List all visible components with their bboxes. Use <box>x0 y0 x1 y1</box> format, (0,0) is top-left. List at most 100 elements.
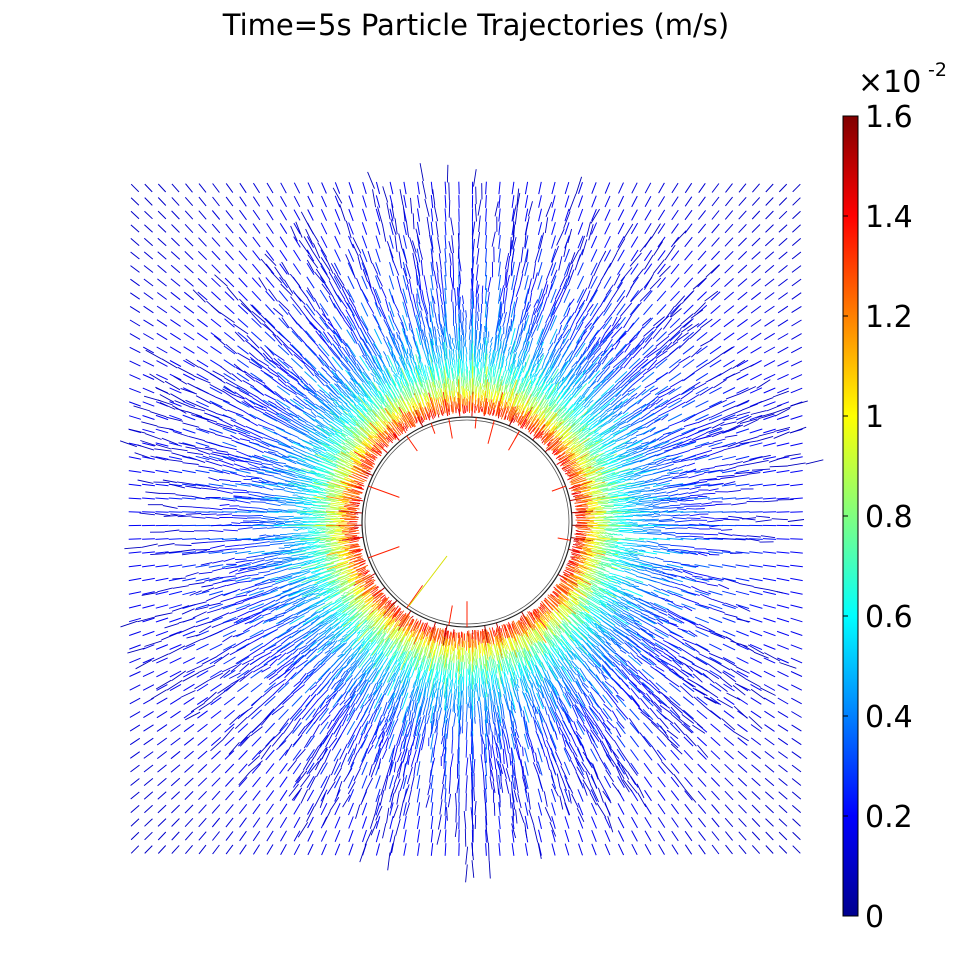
trajectory-arrow <box>183 291 195 301</box>
trajectory-arrow <box>170 319 181 327</box>
trajectory-arrow <box>657 763 666 774</box>
trajectory-arrow <box>523 733 530 750</box>
trajectory-arrow <box>290 357 304 370</box>
trajectory-arrow <box>778 292 788 300</box>
trajectory-segment <box>588 545 594 548</box>
trajectory-segment <box>472 658 474 666</box>
trajectory-segment <box>534 706 537 714</box>
trajectory-arrow <box>630 222 639 235</box>
trajectory-segment <box>522 746 524 757</box>
trajectory-arrow <box>657 196 666 207</box>
trajectory-segment <box>553 623 556 626</box>
trajectory-segment <box>587 561 591 564</box>
trajectory-segment <box>567 576 573 580</box>
trajectory-arrow <box>524 761 529 776</box>
trajectory-segment <box>465 757 469 776</box>
trajectory-arrow <box>778 183 788 193</box>
trajectory-segment <box>284 743 293 756</box>
trajectory-arrow <box>601 370 614 384</box>
trajectory-arrow <box>307 843 314 856</box>
trajectory-segment <box>574 554 578 557</box>
trajectory-arrow <box>182 590 196 596</box>
trajectory-arrow <box>582 549 606 556</box>
trajectory-arrow <box>790 456 803 460</box>
trajectory-segment <box>604 540 614 544</box>
trajectory-segment <box>605 542 610 545</box>
trajectory-segment <box>573 555 587 561</box>
trajectory-arrow <box>697 790 707 801</box>
trajectory-segment <box>515 809 518 824</box>
trajectory-arrow <box>577 195 584 208</box>
trajectory-segment <box>635 558 651 564</box>
trajectory-segment <box>433 704 436 714</box>
trajectory-segment <box>670 544 683 547</box>
trajectory-arrow <box>695 656 709 665</box>
trajectory-segment <box>724 613 738 618</box>
trajectory-segment <box>620 567 632 571</box>
trajectory-segment <box>339 699 346 706</box>
trajectory-arrow <box>617 776 625 788</box>
trajectory-arrow <box>156 751 168 759</box>
trajectory-arrow <box>484 274 488 291</box>
trajectory-arrow <box>195 455 210 461</box>
trajectory-segment <box>590 587 605 596</box>
trajectory-segment <box>569 561 579 567</box>
trajectory-segment <box>722 671 737 683</box>
trajectory-arrow <box>238 790 248 801</box>
trajectory-arrow <box>694 577 710 582</box>
trajectory-arrow <box>292 749 302 761</box>
trajectory-arrow <box>723 318 735 328</box>
trajectory-arrow <box>236 656 250 665</box>
trajectory-segment <box>630 547 636 551</box>
trajectory-arrow <box>155 551 169 554</box>
trajectory-segment <box>615 652 628 665</box>
trajectory-arrow <box>305 721 316 735</box>
trajectory-segment <box>596 531 600 534</box>
trajectory-arrow <box>171 197 180 206</box>
trajectory-arrow <box>550 248 557 263</box>
trajectory-arrow <box>144 210 153 220</box>
trajectory-arrow <box>653 602 670 611</box>
trajectory-segment <box>667 611 682 620</box>
trajectory-arrow <box>402 288 408 304</box>
trajectory-segment <box>572 546 583 550</box>
trajectory-arrow <box>724 264 734 274</box>
trajectory-segment <box>578 566 583 570</box>
trajectory-arrow <box>736 414 749 421</box>
trajectory-arrow <box>510 301 516 318</box>
trajectory-arrow <box>791 305 802 314</box>
trajectory-segment <box>505 768 511 782</box>
trajectory-segment <box>449 766 452 781</box>
trajectory-arrow <box>251 749 262 761</box>
trajectory-arrow <box>749 387 763 394</box>
trajectory-arrow <box>629 708 640 721</box>
trajectory-arrow <box>129 305 141 314</box>
trajectory-segment <box>268 731 281 744</box>
trajectory-segment <box>709 652 724 660</box>
trajectory-segment <box>559 787 566 802</box>
trajectory-arrow <box>586 626 602 641</box>
trajectory-arrow <box>129 684 141 691</box>
trajectory-arrow <box>156 305 168 314</box>
trajectory-arrow <box>524 788 529 803</box>
trajectory-segment <box>626 605 635 610</box>
trajectory-segment <box>502 748 505 765</box>
trajectory-segment <box>606 603 622 614</box>
trajectory-arrow <box>640 615 656 625</box>
trajectory-arrow <box>776 551 790 554</box>
trajectory-segment <box>569 759 577 772</box>
trajectory-segment <box>698 523 710 526</box>
trajectory-arrow <box>776 604 790 609</box>
trajectory-arrow <box>723 683 735 692</box>
trajectory-segment <box>502 665 506 672</box>
trajectory-segment <box>632 560 643 564</box>
trajectory-arrow <box>128 551 142 554</box>
trajectory-arrow <box>654 629 669 638</box>
trajectory-arrow <box>671 830 679 842</box>
trajectory-segment <box>649 602 667 611</box>
trajectory-arrow <box>723 723 735 733</box>
trajectory-segment <box>714 681 728 692</box>
trajectory-segment <box>698 604 712 609</box>
trajectory-arrow <box>222 441 237 448</box>
trajectory-arrow <box>670 290 680 302</box>
